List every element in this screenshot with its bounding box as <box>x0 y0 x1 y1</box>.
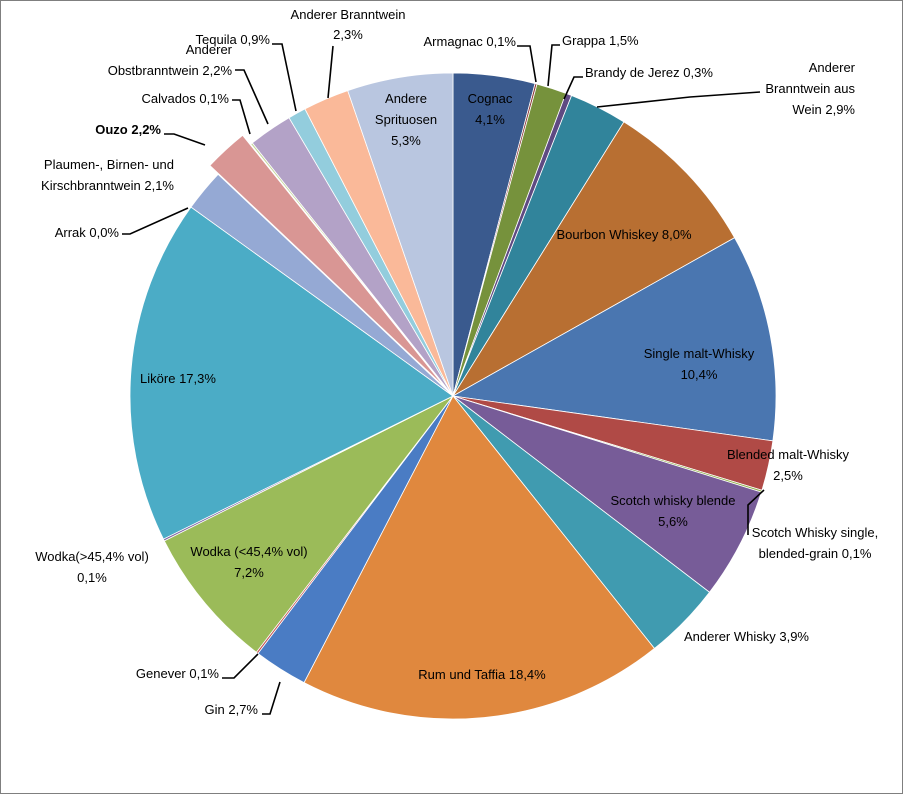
leader-line-4 <box>596 91 761 108</box>
slice-label-22: Tequila 0,9% <box>196 32 271 47</box>
slice-label-6: Single malt-Whisky 10,4% <box>644 346 755 382</box>
slice-label-1: Armagnac 0,1% <box>424 34 517 49</box>
leader-line-12 <box>262 681 281 715</box>
slice-label-21: Anderer Obstbranntwein 2,2% <box>108 42 233 78</box>
pie-slice-11 <box>303 395 656 720</box>
leader-line-19 <box>164 133 206 146</box>
pie-slice-16 <box>129 206 454 540</box>
slice-label-15: Wodka(>45,4% vol) 0,1% <box>35 549 149 585</box>
slice-label-3: Brandy de Jerez 0,3% <box>585 65 713 80</box>
slice-label-14: Wodka (<45,4% vol) 7,2% <box>190 544 307 580</box>
slice-label-19: Ouzo 2,2% <box>95 122 161 137</box>
slice-label-5: Bourbon Whiskey 8,0% <box>556 227 692 242</box>
slice-label-2: Grappa 1,5% <box>562 33 639 48</box>
slice-label-10: Anderer Whisky 3,9% <box>684 629 809 644</box>
slice-label-23: Anderer Branntwein 2,3% <box>291 7 406 42</box>
leader-line-22 <box>272 43 297 112</box>
pie-slice-5 <box>452 121 736 397</box>
leader-line-3 <box>563 76 583 100</box>
leader-line-21 <box>235 69 269 125</box>
leader-line-2 <box>547 44 560 87</box>
slice-label-12: Gin 2,7% <box>205 702 259 717</box>
leader-line-17 <box>122 207 189 235</box>
pie-slice-6 <box>451 237 777 442</box>
pie-slice-14 <box>163 395 454 653</box>
slice-label-20: Calvados 0,1% <box>142 91 230 106</box>
slice-label-13: Genever 0,1% <box>136 666 220 681</box>
leader-line-8 <box>747 489 765 535</box>
pie-slice-19 <box>209 134 446 388</box>
pie-slice-18 <box>190 173 454 397</box>
slice-label-16: Liköre 17,3% <box>140 371 216 386</box>
slice-label-17: Arrak 0,0% <box>55 225 120 240</box>
pie-slice-24 <box>347 72 454 397</box>
slice-label-4: Anderer Branntwein aus Wein 2,9% <box>765 60 855 117</box>
slice-label-9: Scotch whisky blende 5,6% <box>610 493 735 529</box>
slice-label-0: Cognac 4,1% <box>468 91 513 127</box>
leader-line-20 <box>232 99 251 135</box>
leader-line-1 <box>517 45 537 83</box>
slice-label-24: Andere Sprituosen 5,3% <box>375 91 437 148</box>
slice-label-11: Rum und Taffia 18,4% <box>418 667 546 682</box>
slice-label-18: Plaumen-, Birnen- und Kirschbranntwein 2,… <box>41 157 174 193</box>
slice-label-7: Blended malt-Whisky 2,5% <box>727 447 850 483</box>
slice-label-8: Scotch Whisky single, blended-grain 0,1% <box>752 525 878 561</box>
leader-line-23 <box>327 45 334 99</box>
leader-line-13 <box>222 653 259 679</box>
